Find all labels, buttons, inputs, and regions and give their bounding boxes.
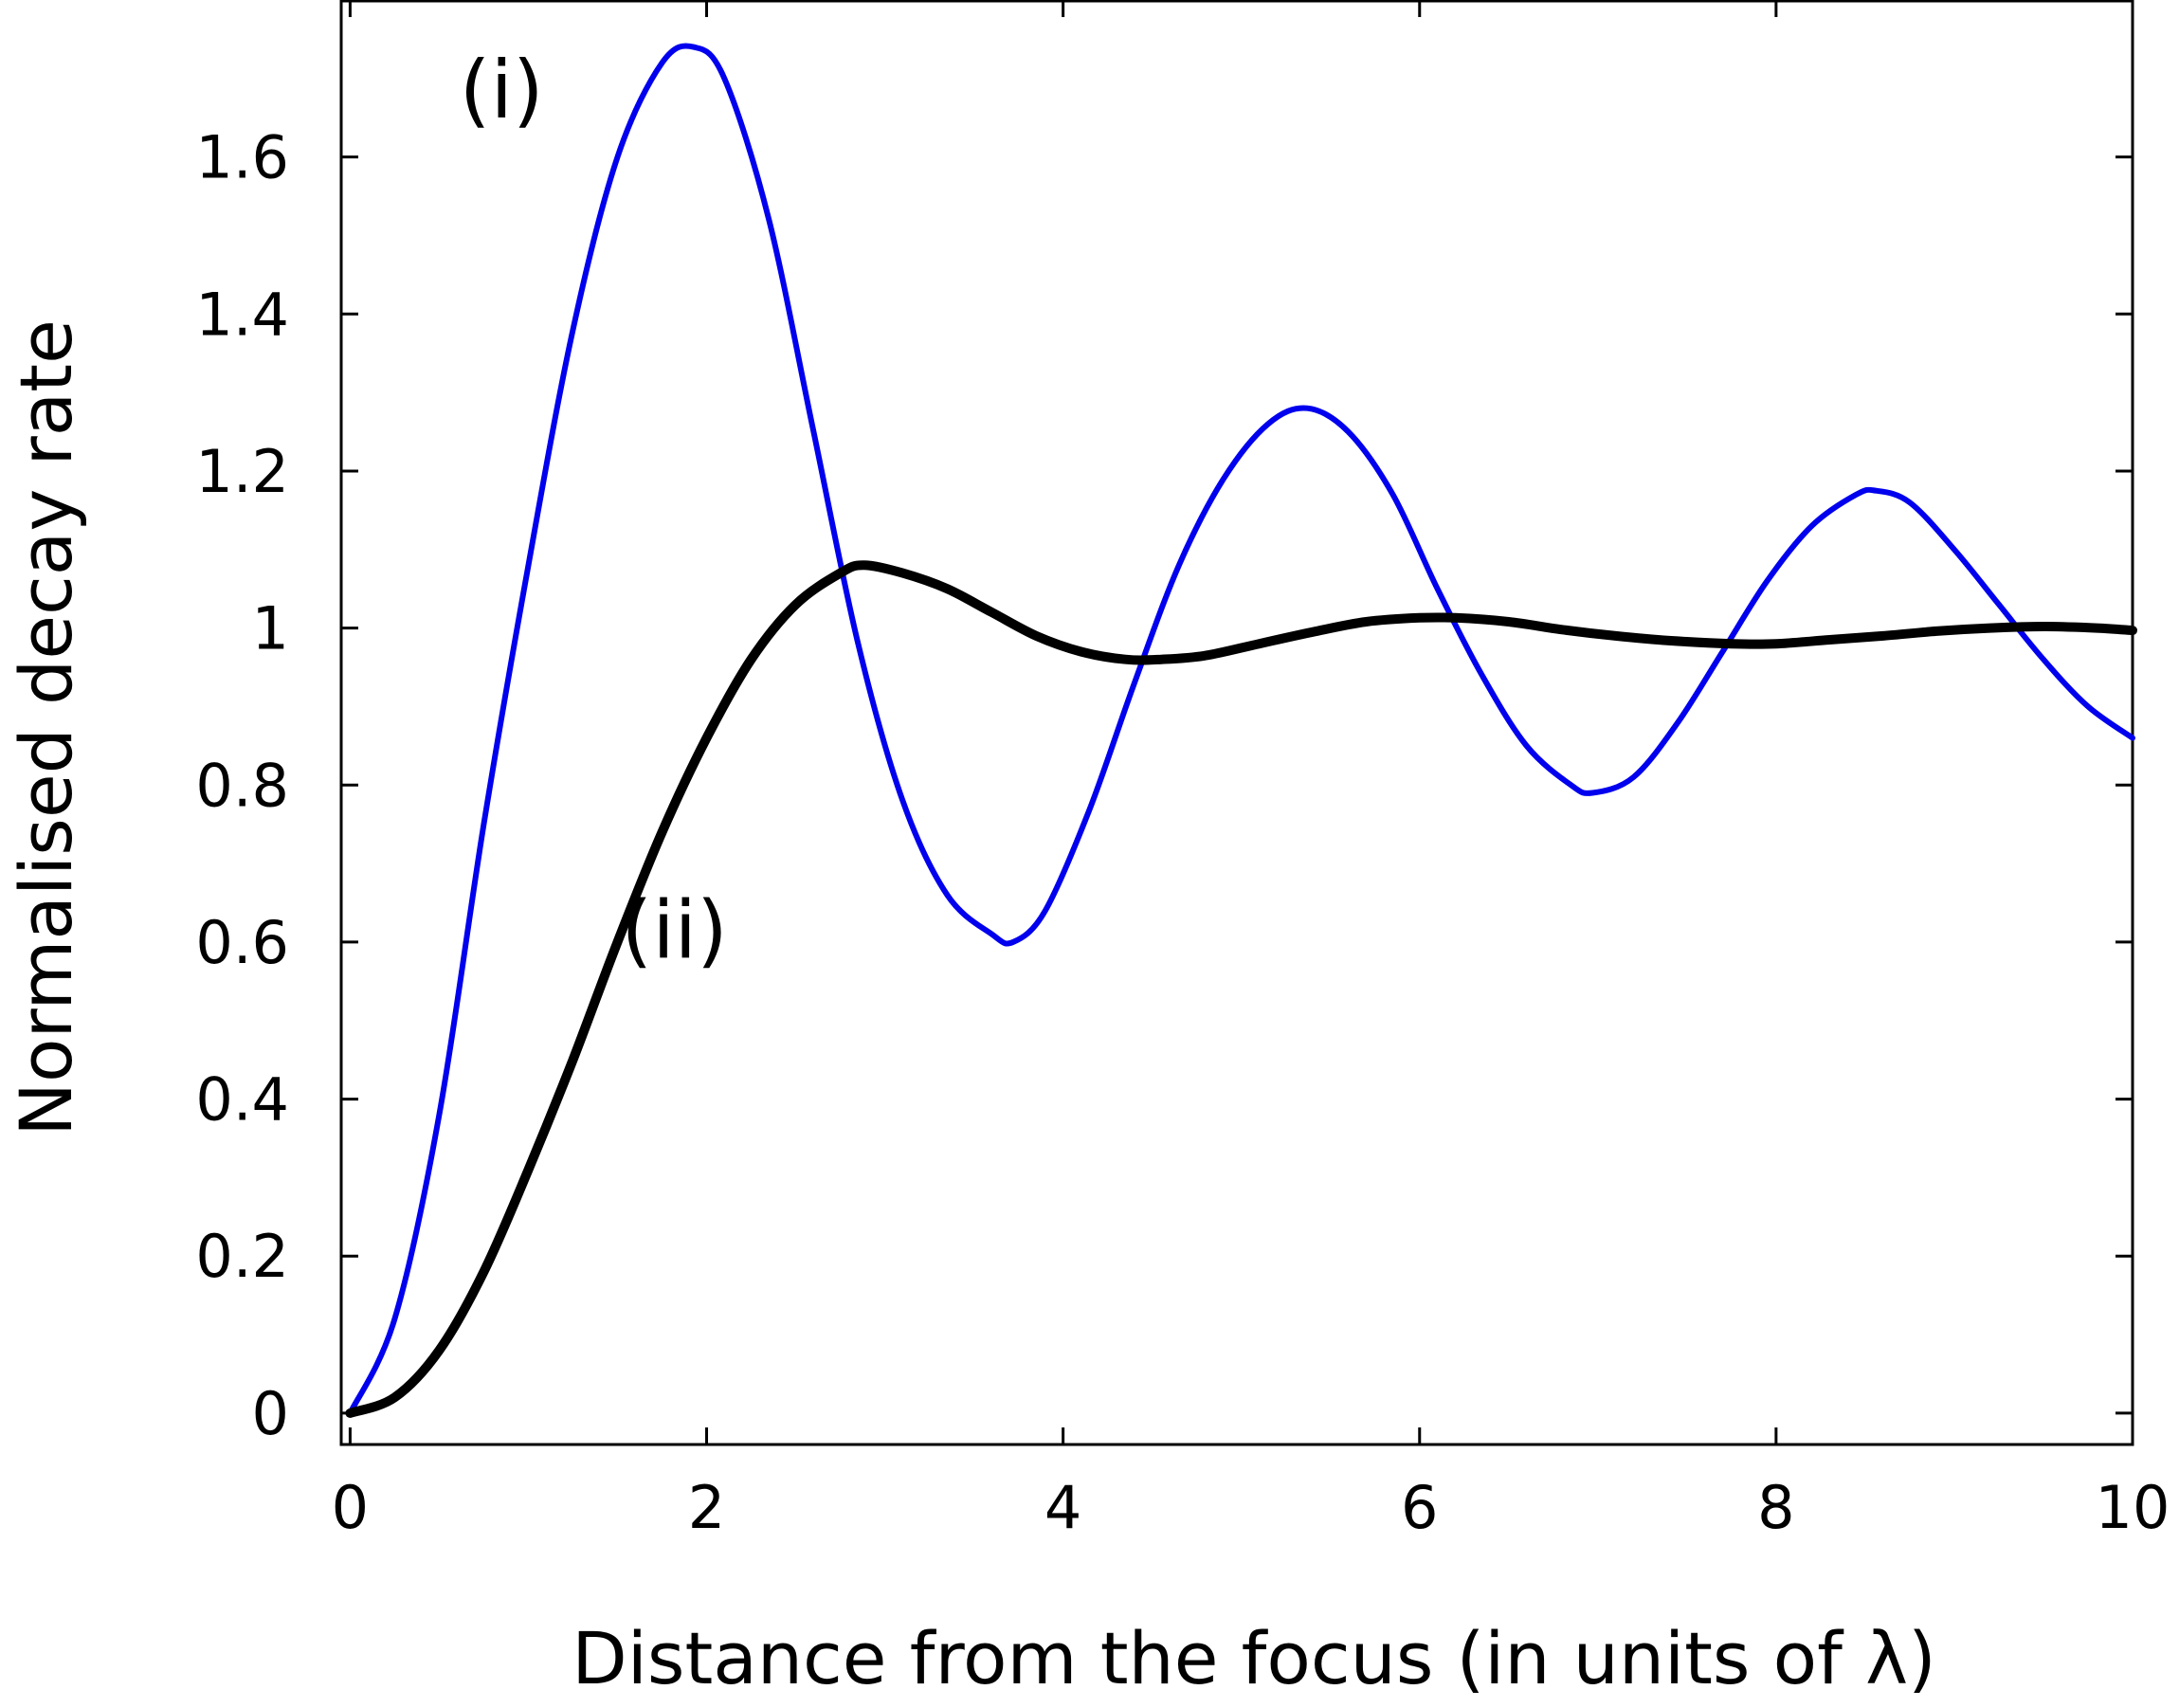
series-layer [345, 43, 2137, 1418]
curve-label-2: (ii) [622, 883, 728, 976]
x-tick-label: 0 [332, 1473, 369, 1542]
y-tick-label: 1.4 [195, 280, 289, 349]
y-axis-title: Normalised decay rate [4, 319, 88, 1136]
x-tick-label: 6 [1401, 1473, 1438, 1542]
plot-border [339, 0, 2134, 1446]
y-tick-label: 1 [252, 594, 289, 663]
series-line-1 [347, 43, 2135, 1416]
annotation-layer: (i) (ii) [460, 44, 728, 976]
y-tick-label: 0.4 [195, 1065, 289, 1135]
plot-frame [339, 0, 2134, 1446]
y-tick-label: 1.2 [195, 437, 289, 506]
y-tick-label: 0 [252, 1379, 289, 1448]
x-axis-title: Distance from the focus (in units of λ) [572, 1616, 1935, 1700]
y-tick-label: 0.2 [195, 1222, 289, 1291]
x-tick-label: 10 [2096, 1473, 2170, 1542]
series-line-2 [345, 560, 2137, 1418]
y-tick-label: 1.6 [195, 123, 289, 192]
x-tick-label: 4 [1044, 1473, 1081, 1542]
x-axis-ticks: 0 2 4 6 8 10 [332, 0, 2170, 1542]
curve-label-1: (i) [460, 44, 544, 136]
y-tick-label: 0.6 [195, 908, 289, 977]
x-tick-label: 8 [1757, 1473, 1794, 1542]
y-tick-label: 0.8 [195, 751, 289, 820]
x-tick-label: 2 [688, 1473, 725, 1542]
y-axis-ticks: 0 0.2 0.4 0.6 0.8 1 1.2 1.4 1.6 [195, 123, 2133, 1448]
